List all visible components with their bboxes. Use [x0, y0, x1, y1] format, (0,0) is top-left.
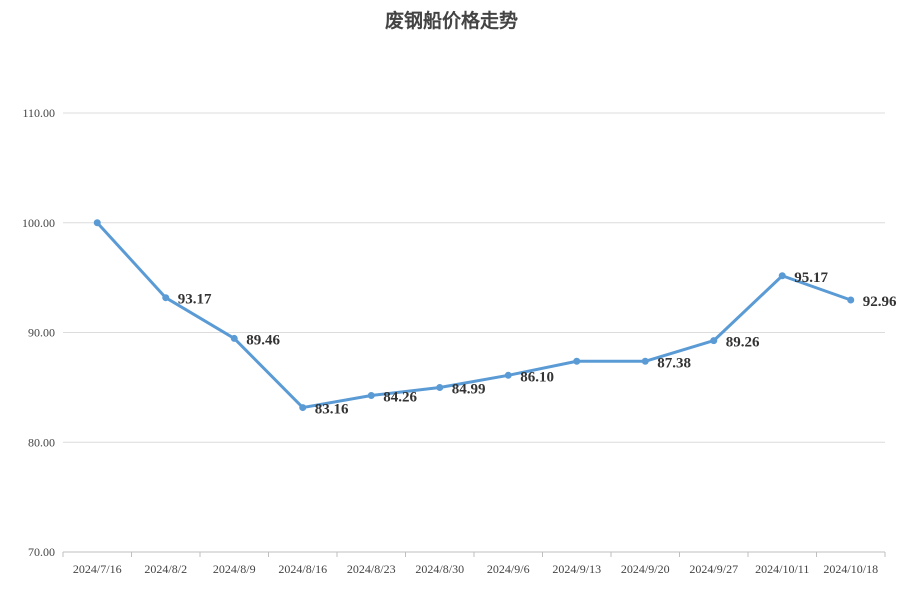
x-tick-label: 2024/8/16 [278, 562, 327, 576]
data-point [230, 334, 238, 342]
data-label: 95.17 [794, 270, 828, 286]
data-point [299, 404, 307, 412]
x-tick-label: 2024/9/13 [552, 562, 601, 576]
data-label: 83.16 [315, 402, 349, 418]
y-tick-label: 90.00 [28, 326, 55, 340]
data-point [710, 337, 718, 345]
data-point [93, 219, 101, 227]
y-tick-label: 70.00 [28, 545, 55, 559]
x-tick-label: 2024/7/16 [73, 562, 122, 576]
data-point [436, 383, 444, 391]
data-label: 84.99 [452, 381, 486, 397]
data-label: 93.17 [178, 292, 212, 308]
data-point [573, 357, 581, 365]
chart-title: 废钢船价格走势 [384, 10, 518, 32]
data-point [162, 294, 170, 302]
data-point [367, 391, 375, 399]
x-tick-label: 2024/8/23 [347, 562, 396, 576]
y-tick-label: 110.00 [22, 106, 55, 120]
data-label: 92.96 [863, 294, 897, 310]
data-point [847, 296, 855, 304]
data-point [504, 371, 512, 379]
x-tick-label: 2024/9/20 [621, 562, 670, 576]
x-tick-label: 2024/8/2 [144, 562, 187, 576]
y-tick-label: 100.00 [22, 216, 55, 230]
x-tick-label: 2024/9/6 [487, 562, 530, 576]
data-label: 84.26 [383, 389, 417, 405]
x-tick-label: 2024/8/30 [415, 562, 464, 576]
data-point [778, 272, 786, 280]
x-tick-label: 2024/8/9 [213, 562, 256, 576]
x-tick-label: 2024/9/27 [689, 562, 738, 576]
data-point [641, 357, 649, 365]
series-line [96, 221, 852, 410]
y-tick-label: 80.00 [28, 435, 55, 449]
data-label: 86.10 [520, 369, 554, 385]
data-label: 89.26 [726, 335, 760, 351]
data-label: 89.46 [246, 332, 280, 348]
x-tick-label: 2024/10/18 [823, 562, 878, 576]
x-tick-label: 2024/10/11 [755, 562, 809, 576]
data-label: 87.38 [657, 355, 691, 371]
